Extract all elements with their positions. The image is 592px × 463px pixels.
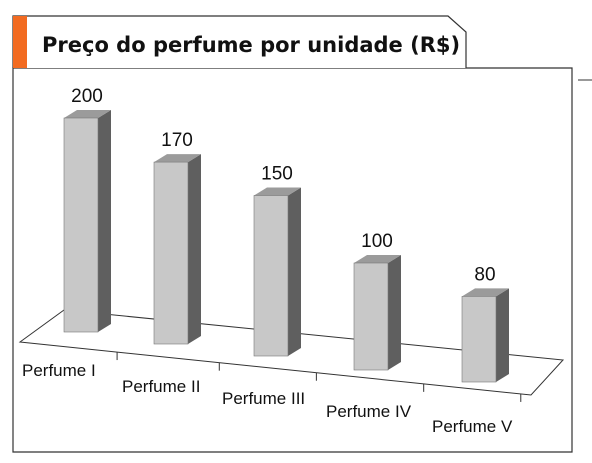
bar-top <box>354 255 401 263</box>
category-label: Perfume III <box>222 389 305 408</box>
bar-front <box>461 296 497 383</box>
bar-front <box>63 117 99 333</box>
bar-front <box>253 195 289 357</box>
bar-top <box>254 187 301 196</box>
category-label: Perfume IV <box>326 402 412 421</box>
value-label: 170 <box>161 130 193 151</box>
category-label: Perfume I <box>22 361 96 380</box>
accent-bar <box>13 16 27 68</box>
value-label: 200 <box>71 86 103 107</box>
bar-front <box>153 161 189 345</box>
category-label: Perfume II <box>122 377 200 396</box>
bar-5 <box>461 288 509 383</box>
bar-side <box>188 154 201 344</box>
bar-4 <box>353 255 401 371</box>
bar-2 <box>153 154 201 345</box>
bar-1 <box>63 110 111 333</box>
category-label: Perfume V <box>432 417 513 436</box>
chart-floor <box>18 309 565 396</box>
bar-side <box>98 110 111 332</box>
bar-top <box>154 154 201 163</box>
bar-side <box>288 187 301 356</box>
bar-3 <box>253 187 301 357</box>
bar-top <box>462 288 509 297</box>
chart-title: Preço do perfume por unidade (R$) <box>42 33 460 57</box>
bar-top <box>64 110 111 118</box>
bar-front <box>353 262 389 371</box>
value-label: 80 <box>474 264 495 285</box>
value-label: 100 <box>361 231 393 252</box>
value-label: 150 <box>261 164 293 185</box>
bar-side <box>388 255 401 370</box>
bar-side <box>496 288 509 382</box>
